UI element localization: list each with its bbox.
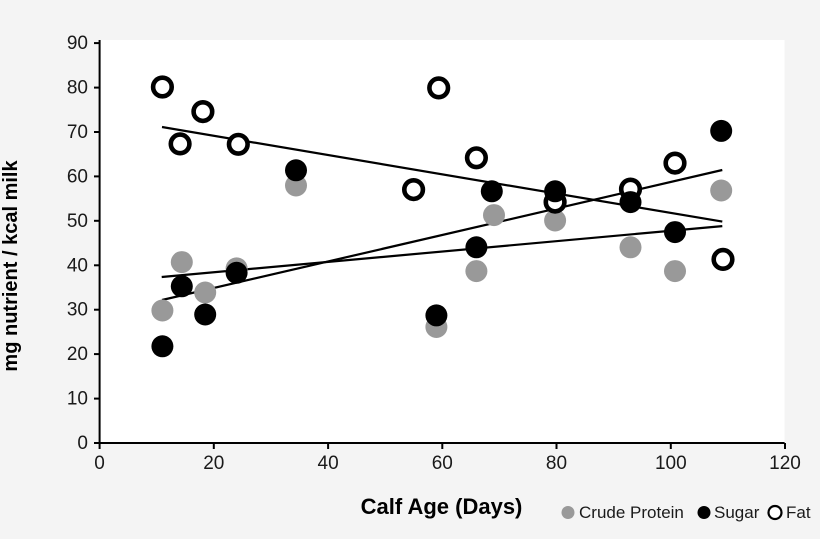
svg-text:100: 100 (655, 453, 687, 474)
svg-text:90: 90 (67, 33, 88, 54)
svg-text:20: 20 (67, 344, 88, 365)
svg-text:Crude Protein: Crude Protein (579, 503, 684, 522)
svg-text:60: 60 (67, 166, 88, 187)
svg-text:50: 50 (67, 211, 88, 232)
svg-text:0: 0 (94, 453, 105, 474)
svg-text:Fat: Fat (786, 503, 811, 522)
svg-text:70: 70 (67, 122, 88, 143)
svg-text:0: 0 (77, 433, 88, 454)
svg-text:120: 120 (769, 453, 801, 474)
svg-text:80: 80 (67, 78, 88, 99)
svg-text:40: 40 (318, 453, 339, 474)
svg-text:10: 10 (67, 389, 88, 410)
svg-text:20: 20 (203, 453, 224, 474)
svg-text:30: 30 (67, 300, 88, 321)
svg-text:60: 60 (432, 453, 453, 474)
svg-text:Sugar: Sugar (714, 503, 760, 522)
svg-text:80: 80 (546, 453, 567, 474)
svg-text:Calf Age (Days): Calf Age (Days) (361, 494, 523, 519)
svg-text:mg nutrient / kcal milk: mg nutrient / kcal milk (0, 160, 22, 372)
svg-text:40: 40 (67, 255, 88, 276)
